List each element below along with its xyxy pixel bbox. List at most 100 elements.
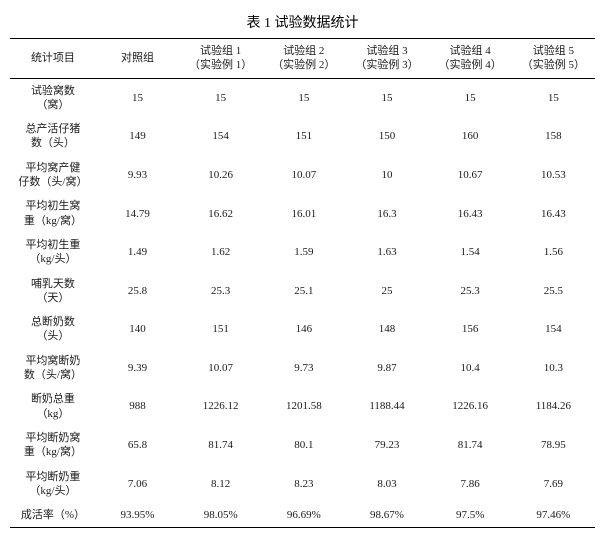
cell-value: 7.86 <box>429 465 512 504</box>
table-row: 平均断奶窝重（kg/窝）65.881.7480.179.2381.7478.95 <box>10 426 595 465</box>
cell-value: 16.01 <box>262 194 345 233</box>
cell-value: 80.1 <box>262 426 345 465</box>
cell-value: 1201.58 <box>262 387 345 426</box>
cell-value: 1.63 <box>345 233 428 272</box>
cell-value: 15 <box>512 78 595 117</box>
cell-value: 79.23 <box>345 426 428 465</box>
cell-value: 151 <box>262 117 345 156</box>
table-row: 断奶总重（kg）9881226.121201.581188.441226.161… <box>10 387 595 426</box>
cell-value: 10.67 <box>429 156 512 195</box>
cell-value: 81.74 <box>429 426 512 465</box>
row-label: 平均断奶重（kg/头） <box>10 465 96 504</box>
cell-value: 149 <box>96 117 179 156</box>
table-row: 哺乳天数（天）25.825.325.12525.325.5 <box>10 272 595 311</box>
cell-value: 9.39 <box>96 349 179 388</box>
col-header-2: 试验组 1（实验例 1） <box>179 39 262 79</box>
cell-value: 15 <box>179 78 262 117</box>
cell-value: 15 <box>345 78 428 117</box>
row-label: 总断奶数（头） <box>10 310 96 349</box>
col-header-1: 对照组 <box>96 39 179 79</box>
cell-value: 25.1 <box>262 272 345 311</box>
cell-value: 15 <box>96 78 179 117</box>
col-header-3: 试验组 2（实验例 2） <box>262 39 345 79</box>
cell-value: 25.3 <box>429 272 512 311</box>
cell-value: 7.69 <box>512 465 595 504</box>
cell-value: 16.3 <box>345 194 428 233</box>
cell-value: 25.5 <box>512 272 595 311</box>
table-row: 平均初生重（kg/头）1.491.621.591.631.541.56 <box>10 233 595 272</box>
cell-value: 146 <box>262 310 345 349</box>
cell-value: 8.03 <box>345 465 428 504</box>
cell-value: 10.4 <box>429 349 512 388</box>
table-row: 试验窝数（窝）151515151515 <box>10 78 595 117</box>
table-row: 平均初生窝重（kg/窝）14.7916.6216.0116.316.4316.4… <box>10 194 595 233</box>
table-title: 表 1 试验数据统计 <box>10 12 595 32</box>
col-header-6: 试验组 5（实验例 5） <box>512 39 595 79</box>
row-label: 平均初生窝重（kg/窝） <box>10 194 96 233</box>
table-row: 总产活仔猪数（头）149154151150160158 <box>10 117 595 156</box>
cell-value: 15 <box>262 78 345 117</box>
cell-value: 25.8 <box>96 272 179 311</box>
cell-value: 9.93 <box>96 156 179 195</box>
cell-value: 1.62 <box>179 233 262 272</box>
row-label: 平均初生重（kg/头） <box>10 233 96 272</box>
row-label: 平均断奶窝重（kg/窝） <box>10 426 96 465</box>
cell-value: 1188.44 <box>345 387 428 426</box>
cell-value: 16.62 <box>179 194 262 233</box>
cell-value: 1.56 <box>512 233 595 272</box>
cell-value: 1184.26 <box>512 387 595 426</box>
table-row: 成活率（%）93.95%98.05%96.69%98.67%97.5%97.46… <box>10 503 595 528</box>
col-header-label: 统计项目 <box>10 39 96 79</box>
table-body: 试验窝数（窝）151515151515总产活仔猪数（头）149154151150… <box>10 78 595 528</box>
col-header-4: 试验组 3（实验例 3） <box>345 39 428 79</box>
col-header-5: 试验组 4（实验例 4） <box>429 39 512 79</box>
row-label: 成活率（%） <box>10 503 96 528</box>
cell-value: 9.87 <box>345 349 428 388</box>
cell-value: 160 <box>429 117 512 156</box>
cell-value: 65.8 <box>96 426 179 465</box>
row-label: 哺乳天数（天） <box>10 272 96 311</box>
cell-value: 93.95% <box>96 503 179 528</box>
cell-value: 25.3 <box>179 272 262 311</box>
cell-value: 81.74 <box>179 426 262 465</box>
cell-value: 1226.16 <box>429 387 512 426</box>
table-row: 总断奶数（头）140151146148156154 <box>10 310 595 349</box>
table-row: 平均窝产健仔数（头/窝）9.9310.2610.071010.6710.53 <box>10 156 595 195</box>
cell-value: 1.59 <box>262 233 345 272</box>
cell-value: 140 <box>96 310 179 349</box>
cell-value: 1.49 <box>96 233 179 272</box>
table-row: 平均窝断奶数（头/窝）9.3910.079.739.8710.410.3 <box>10 349 595 388</box>
cell-value: 14.79 <box>96 194 179 233</box>
row-label: 断奶总重（kg） <box>10 387 96 426</box>
cell-value: 154 <box>512 310 595 349</box>
cell-value: 78.95 <box>512 426 595 465</box>
cell-value: 25 <box>345 272 428 311</box>
cell-value: 10.07 <box>179 349 262 388</box>
cell-value: 98.05% <box>179 503 262 528</box>
row-label: 平均窝产健仔数（头/窝） <box>10 156 96 195</box>
cell-value: 8.23 <box>262 465 345 504</box>
table-row: 平均断奶重（kg/头）7.068.128.238.037.867.69 <box>10 465 595 504</box>
cell-value: 154 <box>179 117 262 156</box>
cell-value: 10.53 <box>512 156 595 195</box>
cell-value: 156 <box>429 310 512 349</box>
cell-value: 148 <box>345 310 428 349</box>
cell-value: 988 <box>96 387 179 426</box>
row-label: 总产活仔猪数（头） <box>10 117 96 156</box>
row-label: 平均窝断奶数（头/窝） <box>10 349 96 388</box>
table-header-row: 统计项目对照组试验组 1（实验例 1）试验组 2（实验例 2）试验组 3（实验例… <box>10 39 595 79</box>
cell-value: 151 <box>179 310 262 349</box>
cell-value: 150 <box>345 117 428 156</box>
cell-value: 158 <box>512 117 595 156</box>
cell-value: 8.12 <box>179 465 262 504</box>
cell-value: 16.43 <box>429 194 512 233</box>
cell-value: 10.26 <box>179 156 262 195</box>
row-label: 试验窝数（窝） <box>10 78 96 117</box>
cell-value: 16.43 <box>512 194 595 233</box>
cell-value: 10.3 <box>512 349 595 388</box>
data-table: 统计项目对照组试验组 1（实验例 1）试验组 2（实验例 2）试验组 3（实验例… <box>10 38 595 528</box>
cell-value: 97.5% <box>429 503 512 528</box>
cell-value: 15 <box>429 78 512 117</box>
cell-value: 98.67% <box>345 503 428 528</box>
cell-value: 1.54 <box>429 233 512 272</box>
